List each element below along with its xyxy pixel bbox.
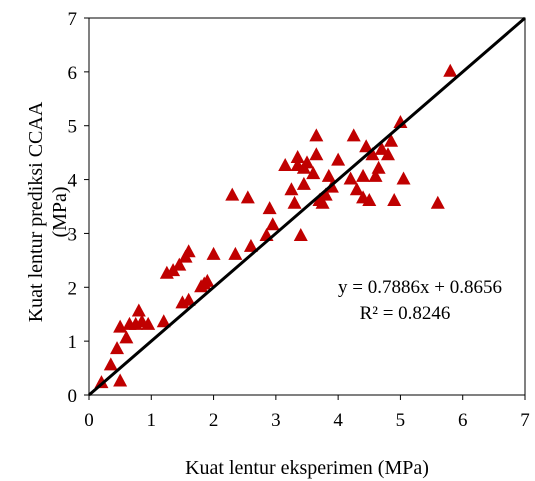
x-tick-label: 2 (209, 410, 219, 431)
fit-line-layer (88, 16, 526, 397)
data-point-triangle (141, 316, 156, 330)
data-point-triangle (206, 246, 221, 260)
y-tick-label: 4 (68, 171, 78, 192)
data-point-triangle (306, 166, 321, 180)
data-point-triangle (384, 133, 399, 147)
data-point-triangle (396, 171, 411, 185)
marks-layer (94, 63, 458, 389)
x-tick-label: 7 (520, 410, 530, 431)
data-point-triangle (103, 357, 118, 371)
data-point-triangle (380, 147, 395, 161)
x-tick-label: 4 (333, 410, 343, 431)
data-point-triangle (359, 139, 374, 153)
x-tick-label: 3 (271, 410, 281, 431)
data-point-triangle (331, 152, 346, 166)
data-point-triangle (430, 195, 445, 209)
data-point-triangle (300, 155, 314, 169)
data-point-triangle (119, 330, 134, 344)
x-ticks-layer: 0 1 2 3 4 5 6 7 (84, 395, 530, 431)
x-tick-label: 0 (84, 410, 94, 431)
data-point-triangle (262, 201, 277, 215)
data-point-triangle (387, 193, 402, 207)
data-point-triangle (356, 168, 371, 182)
data-point-triangle (309, 128, 324, 142)
data-point-triangle (225, 187, 240, 201)
data-point-triangle (181, 292, 196, 306)
data-point-triangle (94, 375, 109, 389)
y-tick-label: 0 (68, 386, 78, 407)
data-point-triangle (243, 238, 258, 252)
data-point-triangle (293, 228, 308, 242)
data-point-triangle (365, 147, 380, 161)
data-point-triangle (156, 314, 171, 328)
data-point-triangle (315, 195, 330, 209)
data-point-triangle (278, 158, 293, 172)
data-point-triangle (228, 246, 243, 260)
y-tick-label: 3 (68, 224, 78, 245)
r-squared-label: R² = 0.8246 (360, 303, 451, 324)
data-point-triangle (131, 303, 146, 317)
y-tick-label: 2 (68, 278, 78, 299)
data-point-triangle (110, 341, 125, 355)
data-point-triangle (181, 244, 196, 258)
plot-area-frame (88, 17, 526, 396)
data-point-triangle (321, 168, 336, 182)
data-point-triangle (113, 373, 128, 387)
y-tick-label: 6 (68, 63, 78, 84)
data-point-triangle (362, 193, 377, 207)
y-axis-title-line2: (MPa) (49, 186, 71, 237)
y-tick-label: 1 (68, 332, 78, 353)
x-tick-label: 1 (147, 410, 157, 431)
data-point-triangle (393, 114, 408, 128)
data-point-triangle (318, 187, 333, 201)
data-point-triangle (443, 63, 458, 77)
data-point-triangle (343, 171, 358, 185)
data-point-triangle (200, 273, 215, 287)
x-axis-title: Kuat lentur eksperimen (MPa) (185, 457, 429, 479)
x-tick-label: 5 (396, 410, 406, 431)
data-point-triangle (296, 176, 311, 190)
data-point-triangle (349, 182, 364, 196)
y-ticks-layer: 0 1 2 3 4 5 6 7 (68, 9, 89, 407)
data-point-triangle (265, 217, 280, 231)
y-tick-label: 7 (68, 9, 78, 30)
data-point-triangle (172, 257, 187, 271)
fit-line (88, 16, 526, 397)
data-point-triangle (290, 149, 305, 163)
data-point-triangle (284, 182, 299, 196)
fit-equation-label: y = 0.7886x + 0.8656 (338, 277, 502, 298)
data-point-triangle (309, 147, 324, 161)
data-point-triangle (371, 160, 386, 174)
data-point-triangle (240, 190, 255, 204)
y-tick-label: 5 (68, 117, 78, 138)
data-point-triangle (368, 168, 383, 182)
data-point-triangle (374, 141, 389, 155)
data-point-triangle (287, 195, 302, 209)
x-tick-label: 6 (458, 410, 468, 431)
y-axis-title-line1: Kuat lentur prediksi CCAA (25, 101, 47, 322)
data-point-triangle (346, 128, 361, 142)
